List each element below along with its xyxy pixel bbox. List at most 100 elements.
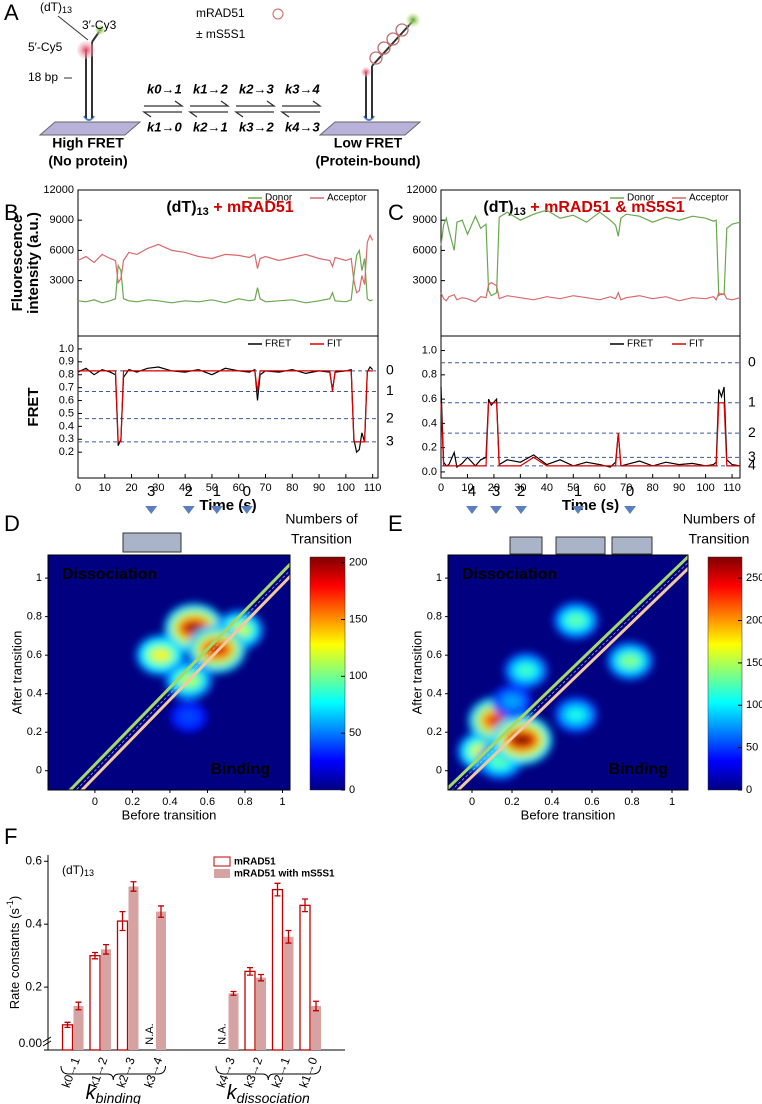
group-label-sub: binding <box>96 1090 141 1104</box>
equilibrium-arrows <box>141 100 323 118</box>
y-tick-label: 0.5 <box>59 407 74 419</box>
y-tick-label: 0.8 <box>27 611 42 623</box>
cy5-dye <box>77 41 95 59</box>
x-tick-label: 110 <box>364 482 382 494</box>
oligo-label: (dT)13 <box>40 0 72 15</box>
x-axis-label: Before transition <box>122 807 217 822</box>
annotation-sub: 13 <box>84 868 94 878</box>
y-tick-label: 0.2 <box>427 726 442 738</box>
rate-label: k4→3 <box>285 119 320 134</box>
region-label: Binding <box>608 761 668 778</box>
trace <box>440 402 740 467</box>
level-label: 2 <box>748 424 756 440</box>
colorbar-tick-label: 150 <box>746 657 762 669</box>
x-tick-label: 0.8 <box>237 796 252 808</box>
rate-label: k2→3 <box>239 81 274 96</box>
level-label: 4 <box>748 457 756 473</box>
colorbar-tick-label: 100 <box>746 699 762 711</box>
error-bar <box>103 943 109 955</box>
y-axis-label-text: Rate constants (s <box>7 908 22 1010</box>
y-tick-label: 0.8 <box>427 611 442 623</box>
cy3-dye <box>406 13 420 27</box>
x-tick-label: 90 <box>313 482 325 494</box>
y-axis-label-sup: -1 <box>5 900 15 908</box>
annotation-text: (dT) <box>62 863 84 877</box>
pointer <box>57 15 89 41</box>
y-tick-label: 3000 <box>50 275 74 287</box>
x-tick-label: 0 <box>469 796 475 808</box>
level-label: 3 <box>748 448 756 464</box>
legend-label: mRAD51 <box>234 857 276 868</box>
x-tick-label: 80 <box>647 482 659 494</box>
bar <box>89 954 101 1051</box>
y-axis-label: intensity (a.u.) <box>25 212 42 314</box>
x-tick-label: 0.6 <box>200 796 215 808</box>
y-tick-label: 0.9 <box>59 356 74 368</box>
cy3-label: 3′-Cy3 <box>82 18 117 32</box>
group-label-sub: dissociation <box>237 1090 310 1104</box>
rate-label: k0→1 <box>147 81 182 96</box>
state-marker <box>210 506 223 514</box>
y-axis-label: FRET <box>25 387 42 426</box>
panel-label: C <box>388 200 404 225</box>
diagonal-dissociation <box>68 562 290 790</box>
x-tick-label: 30 <box>514 482 526 494</box>
title-sub: 13 <box>514 206 526 218</box>
state-marker <box>145 506 158 514</box>
error-bar <box>285 929 292 944</box>
state-box <box>509 536 543 555</box>
group-label: kbinding <box>86 1082 141 1104</box>
x-tick-label: 40 <box>541 482 553 494</box>
title-text: (dT) <box>166 199 196 216</box>
diagonal-dissociation <box>448 555 688 790</box>
panel-title: (dT)13 + mRAD51 & mS5S1 <box>483 199 684 218</box>
y-tick-label: 0.8 <box>59 369 74 381</box>
axis-break <box>42 1036 52 1047</box>
partner-label: ± mS5S1 <box>196 27 246 41</box>
y-axis-label: After transition <box>9 631 24 715</box>
bar <box>283 936 294 1050</box>
cy5-dye <box>361 67 371 77</box>
x-tick-label: k3→4 <box>141 1055 165 1090</box>
error-bar <box>130 881 137 892</box>
heatmap-blobs <box>448 555 688 790</box>
state-label: (Protein-bound) <box>316 153 421 169</box>
bar <box>101 949 111 1050</box>
blob-core <box>621 656 639 666</box>
colorbar-tick-label: 50 <box>746 742 758 754</box>
y-tick-label: 1 <box>36 572 42 584</box>
colorbar-label: Numbers of <box>683 511 755 527</box>
state-box <box>122 532 182 553</box>
y-tick-label: 1.0 <box>59 343 74 355</box>
y-tick-label: 0.4 <box>427 688 442 700</box>
anchor <box>83 115 95 121</box>
cy3-dye <box>95 25 105 35</box>
bar <box>156 911 166 1050</box>
scheme: (dT)13 3′-Cy3 5′-Cy5 18 bp mRAD51 ± mS5S… <box>28 0 422 169</box>
blob-core <box>151 650 170 661</box>
state-marker <box>624 506 636 514</box>
y-tick-label: 12000 <box>406 184 437 196</box>
y-tick-label: 0.2 <box>422 442 437 454</box>
colorbar-tick-label: 0 <box>746 784 752 796</box>
error-bar <box>302 898 308 913</box>
x-tick-label: k2→3 <box>114 1055 138 1090</box>
blob-core <box>517 665 535 676</box>
panel-label: A <box>4 0 19 25</box>
diagonal <box>451 562 688 790</box>
bar <box>299 904 311 1051</box>
group-label: kdissociation <box>227 1082 310 1104</box>
x-tick-label: 60 <box>594 482 606 494</box>
colorbar-tick-label: 50 <box>349 727 361 739</box>
y-tick-label: 3000 <box>413 275 437 287</box>
y-tick-label: 1.0 <box>422 344 437 356</box>
x-tick-label: 100 <box>696 482 714 494</box>
anchor <box>363 115 375 121</box>
state-marker <box>572 506 584 514</box>
legend-label: FRET <box>265 339 291 350</box>
x-tick-label: 80 <box>286 482 298 494</box>
state-label: 2 <box>185 483 193 500</box>
y-axis-label-text: ) <box>7 896 22 900</box>
y-tick-label: 0.4 <box>59 420 74 432</box>
title-text: + mRAD51 <box>209 199 294 216</box>
